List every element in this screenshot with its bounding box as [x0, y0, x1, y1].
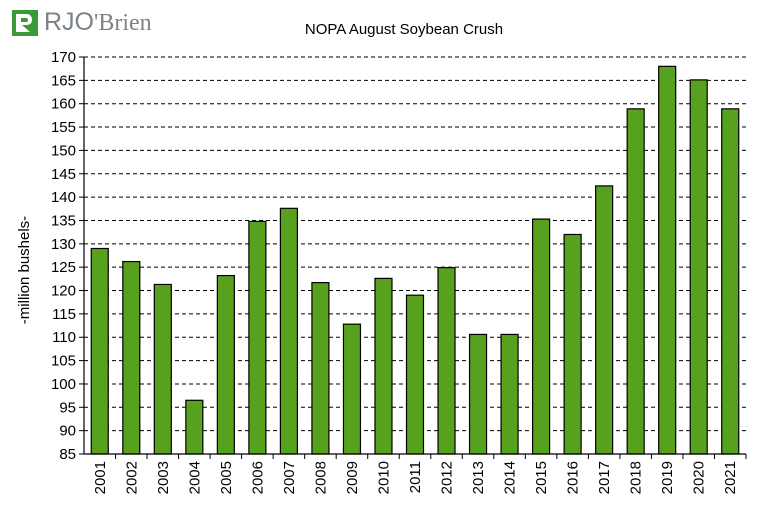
logo-part2: 'Brien: [94, 10, 152, 36]
x-tick-label-2001: 2001: [92, 461, 109, 494]
y-tick-label: 140: [51, 189, 76, 206]
bar-2004: [185, 399, 204, 455]
bar-2021: [721, 108, 740, 455]
x-tick-label-2017: 2017: [596, 461, 613, 494]
bars: [90, 65, 740, 455]
bar-2001: [90, 247, 109, 455]
y-tick-label: 120: [51, 283, 76, 300]
x-tick-label-2006: 2006: [249, 461, 266, 494]
bar-2015: [531, 218, 551, 455]
x-tick-label-2021: 2021: [722, 461, 739, 494]
rjobrien-logo-text: RJO'Brien: [44, 8, 152, 37]
bar-2005: [216, 274, 235, 455]
x-tick-label-2010: 2010: [375, 461, 392, 494]
bar-2017: [595, 185, 614, 455]
y-tick-label: 125: [51, 259, 76, 276]
axes: [83, 57, 746, 455]
bar-2008: [311, 281, 330, 455]
x-tick-label-2015: 2015: [533, 461, 550, 494]
bar-2018: [626, 108, 645, 455]
y-tick-label: 145: [51, 166, 76, 183]
y-tick-label: 130: [51, 236, 76, 253]
x-tick-label-2002: 2002: [123, 461, 140, 494]
x-tick-labels: 2001 2002 2003 2004 2005 2006 2007 2008 2009 2010…: [92, 454, 747, 494]
x-tick-label-2012: 2012: [439, 461, 456, 494]
y-tick-label: 160: [51, 96, 76, 113]
y-tick-labels: 85 90 95 100 105 110 115 120 125 130 135 140 145 150 1…: [51, 49, 84, 463]
bar-2002: [122, 260, 141, 455]
y-tick-label: 90: [59, 423, 76, 440]
y-tick-label: 135: [51, 212, 76, 229]
rjobrien-logo: RJO'Brien: [12, 8, 162, 42]
rjobrien-logo-icon: [12, 10, 38, 36]
x-tick-label-2013: 2013: [470, 461, 487, 494]
bar-2011: [405, 294, 425, 455]
y-tick-label: 85: [59, 446, 76, 463]
bar-2009: [342, 323, 362, 455]
y-tick-label: 100: [51, 376, 76, 393]
y-tick-label: 150: [51, 142, 76, 159]
bar-2013: [468, 333, 488, 455]
y-tick-label: 155: [51, 119, 76, 136]
x-tick-label-2018: 2018: [628, 461, 645, 494]
bar-2019: [658, 65, 677, 455]
y-axis-label: -million bushels-: [16, 216, 33, 324]
x-tick-label-2019: 2019: [659, 461, 676, 494]
bar-2006: [248, 220, 267, 455]
bar-2007: [279, 207, 299, 455]
x-tick-label-2004: 2004: [186, 461, 203, 494]
chart-title: NOPA August Soybean Crush: [305, 21, 503, 38]
logo-part1: RJO: [44, 8, 94, 36]
x-tick-label-2009: 2009: [344, 461, 361, 494]
x-tick-label-2016: 2016: [565, 461, 582, 494]
x-tick-label-2014: 2014: [502, 461, 519, 494]
y-tick-label: 170: [51, 49, 76, 66]
x-tick-label-2003: 2003: [155, 461, 172, 494]
y-tick-label: 115: [52, 306, 76, 323]
y-tick-label: 165: [51, 72, 76, 89]
bar-2003: [153, 283, 172, 455]
bar-2010: [374, 277, 393, 455]
x-tick-label-2007: 2007: [281, 461, 298, 494]
bar-2016: [563, 233, 582, 455]
x-tick-label-2008: 2008: [312, 461, 329, 494]
bar-2020: [689, 79, 708, 455]
x-tick-label-2005: 2005: [218, 461, 235, 494]
bar-2014: [500, 333, 519, 455]
y-tick-label: 110: [52, 329, 76, 346]
x-tick-label-2020: 2020: [691, 461, 708, 494]
x-tick-label-2011: 2011: [407, 461, 424, 493]
bar-2012: [437, 267, 456, 455]
y-tick-label: 105: [51, 353, 76, 370]
y-tick-label: 95: [59, 399, 76, 416]
